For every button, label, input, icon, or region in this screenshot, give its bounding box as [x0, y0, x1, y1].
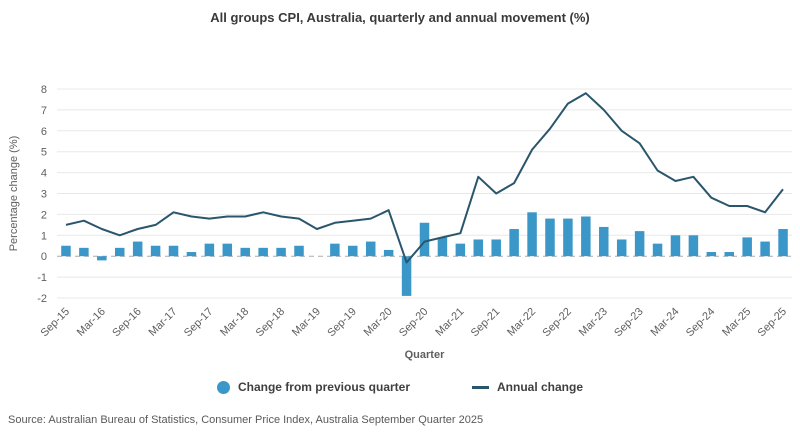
bar-Sep-19 — [348, 245, 358, 257]
svg-text:6: 6 — [41, 126, 47, 138]
bar-Jun-17 — [186, 252, 197, 257]
bar-Dec-24 — [724, 252, 735, 257]
source-attribution: Source: Australian Bureau of Statistics,… — [8, 414, 484, 426]
y-axis-title: Percentage change (%) — [8, 136, 20, 252]
bar-Dec-18 — [294, 245, 304, 257]
svg-text:Sep-24: Sep-24 — [684, 306, 718, 340]
svg-text:5: 5 — [41, 147, 47, 159]
line-annual-change — [65, 92, 784, 264]
svg-text:Sep-18: Sep-18 — [254, 306, 288, 340]
bar-Mar-20 — [383, 249, 394, 257]
bar-Dec-21 — [509, 229, 519, 257]
svg-text:Sep-23: Sep-23 — [612, 306, 646, 340]
svg-text:Sep-16: Sep-16 — [110, 306, 144, 340]
bar-Mar-17 — [168, 245, 179, 257]
svg-text:-1: -1 — [37, 272, 47, 284]
svg-text:Mar-19: Mar-19 — [290, 306, 323, 339]
bar-Mar-23 — [599, 226, 609, 257]
bar-Dec-16 — [150, 245, 161, 257]
svg-text:4: 4 — [41, 168, 47, 180]
bar-Dec-17 — [222, 243, 233, 257]
bar-Mar-24 — [670, 235, 681, 257]
legend-circle-icon — [216, 380, 230, 394]
bar-Jun-21 — [473, 239, 484, 257]
bar-Sep-16 — [132, 241, 143, 257]
svg-text:Sep-22: Sep-22 — [540, 306, 574, 340]
bar-Dec-20 — [437, 237, 448, 257]
legend-item-quarterly-change[interactable]: Change from previous quarter — [216, 380, 410, 394]
svg-text:2: 2 — [41, 209, 47, 221]
svg-text:Sep-15: Sep-15 — [39, 306, 73, 340]
legend-item-annual-change[interactable]: Annual change — [472, 380, 583, 394]
bar-Jun-20 — [401, 256, 412, 296]
gridlines — [57, 88, 792, 299]
svg-text:1: 1 — [41, 230, 47, 242]
bar-Mar-18 — [240, 247, 250, 257]
bar-Dec-19 — [365, 241, 376, 257]
svg-text:Mar-25: Mar-25 — [720, 306, 753, 339]
svg-text:Sep-19: Sep-19 — [325, 306, 359, 340]
legend-label-quarterly: Change from previous quarter — [237, 380, 410, 394]
bar-Dec-23 — [652, 243, 663, 257]
legend-label-annual: Annual change — [497, 380, 584, 394]
bar-Sep-24 — [706, 252, 717, 257]
svg-text:Mar-20: Mar-20 — [362, 306, 395, 339]
chart-legend: Change from previous quarter Annual chan… — [0, 378, 800, 396]
svg-text:0: 0 — [41, 251, 47, 263]
bars-quarterly-change — [61, 212, 788, 296]
bar-Mar-22 — [527, 212, 537, 257]
svg-text:7: 7 — [41, 105, 47, 117]
svg-text:Mar-23: Mar-23 — [577, 306, 610, 339]
svg-text:Mar-22: Mar-22 — [505, 306, 538, 339]
x-axis-tick-labels: Sep-15 Mar-16 Sep-16 Mar-17 Sep-17 Mar-18 Sep-… — [39, 306, 790, 340]
bar-Jun-16 — [114, 247, 125, 257]
bar-Jun-24 — [688, 235, 699, 257]
bar-Sep-22 — [563, 218, 573, 257]
svg-text:Sep-21: Sep-21 — [469, 306, 503, 340]
svg-text:Sep-17: Sep-17 — [182, 306, 216, 340]
svg-text:-2: -2 — [37, 293, 47, 305]
bar-Sep-15 — [61, 245, 71, 257]
bar-Sep-21 — [491, 239, 501, 257]
svg-text:3: 3 — [41, 189, 47, 201]
bar-Jun-19 — [330, 243, 340, 257]
svg-text:8: 8 — [41, 84, 47, 96]
bar-Jun-22 — [545, 218, 555, 257]
chart-title: All groups CPI, Australia, quarterly and… — [210, 10, 590, 25]
bar-Mar-16 — [97, 256, 107, 261]
bar-Jun-25 — [760, 241, 770, 257]
svg-text:Mar-17: Mar-17 — [146, 306, 179, 339]
svg-text:Mar-18: Mar-18 — [218, 306, 251, 339]
bar-Jun-18 — [258, 247, 268, 257]
svg-text:Mar-16: Mar-16 — [75, 306, 108, 339]
y-axis-tick-labels: -2 -1 0 1 2 3 4 5 6 7 8 — [37, 84, 47, 305]
legend-line-icon — [472, 385, 489, 389]
bar-Mar-21 — [455, 243, 466, 257]
bar-Sep-20 — [419, 222, 430, 257]
bar-Sep-18 — [276, 247, 286, 257]
bar-Dec-22 — [581, 216, 591, 257]
x-axis-title: Quarter — [405, 349, 445, 361]
bar-Mar-25 — [742, 237, 752, 257]
bar-Dec-15 — [79, 247, 89, 257]
bar-Sep-23 — [634, 231, 645, 257]
svg-text:Mar-24: Mar-24 — [648, 306, 681, 339]
bar-Jun-23 — [616, 239, 627, 257]
bar-Sep-17 — [204, 243, 215, 257]
svg-text:Sep-25: Sep-25 — [756, 306, 790, 340]
svg-text:Mar-21: Mar-21 — [433, 306, 466, 339]
cpi-combo-chart: -2 -1 0 1 2 3 4 5 6 7 8 Percentage change (%) Sep-15… — [8, 84, 792, 361]
bar-Sep-25 — [778, 229, 788, 257]
svg-text:Sep-20: Sep-20 — [397, 306, 431, 340]
